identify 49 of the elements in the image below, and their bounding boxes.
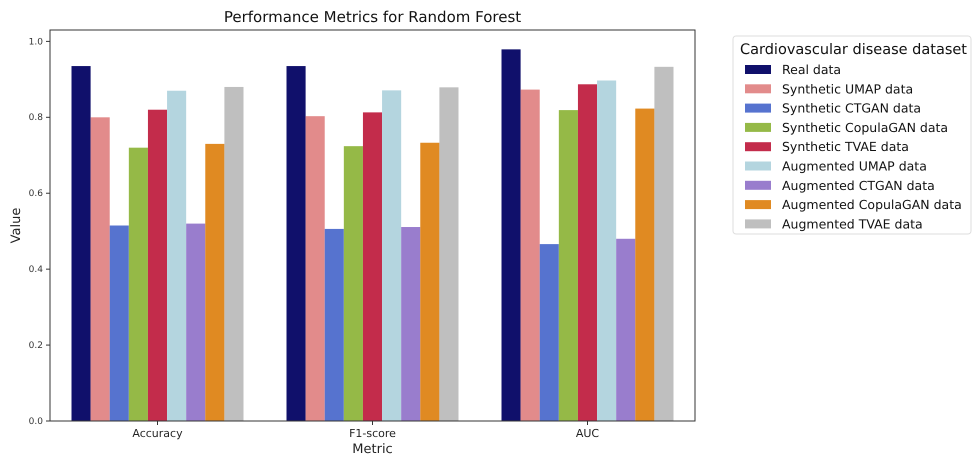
bar (128, 148, 148, 421)
bar (654, 66, 674, 421)
legend-title: Cardiovascular disease dataset (740, 42, 968, 58)
x-tick-label: AUC (576, 427, 600, 440)
bar (344, 146, 363, 421)
bar (420, 142, 440, 421)
bar (167, 90, 186, 421)
x-tick-label: F1-score (349, 427, 396, 440)
bar (382, 90, 402, 421)
bar (578, 84, 598, 421)
legend-label: Augmented CopulaGAN data (782, 197, 962, 212)
bar (224, 86, 244, 421)
y-axis-title: Value (9, 208, 24, 244)
legend-label: Synthetic TVAE data (782, 139, 909, 154)
bar (520, 90, 540, 421)
x-axis-title: Metric (352, 442, 393, 457)
bar (72, 66, 91, 421)
bar (439, 87, 458, 421)
bar (401, 227, 420, 421)
bar (110, 226, 129, 421)
y-tick-label: 0.4 (28, 265, 44, 276)
chart-title: Performance Metrics for Random Forest (224, 8, 522, 26)
y-tick-label: 0.6 (28, 189, 44, 200)
bar (205, 144, 224, 421)
y-tick-label: 0.8 (28, 113, 44, 124)
legend-label: Augmented UMAP data (782, 158, 927, 174)
legend-label: Synthetic CopulaGAN data (782, 120, 948, 135)
bar (616, 238, 636, 421)
bar (362, 112, 382, 421)
bar (635, 108, 654, 421)
bar (186, 224, 206, 421)
legend-label: Synthetic CTGAN data (782, 100, 922, 116)
legend-label: Augmented TVAE data (782, 216, 923, 232)
bar (540, 244, 559, 421)
legend-label: Real data (782, 62, 842, 77)
bar (148, 110, 168, 421)
bar (502, 49, 521, 421)
y-tick-label: 1.0 (28, 37, 44, 48)
bar (597, 80, 616, 421)
legend-label: Synthetic UMAP data (782, 81, 914, 96)
x-tick-label: Accuracy (132, 427, 184, 440)
bar (324, 228, 344, 421)
legend-label: Augmented CTGAN data (782, 178, 935, 193)
bar (286, 66, 306, 421)
y-tick-label: 0.0 (28, 416, 44, 427)
bar (558, 110, 578, 421)
bar (90, 117, 110, 421)
y-tick-label: 0.2 (28, 340, 43, 351)
bar (306, 116, 325, 421)
